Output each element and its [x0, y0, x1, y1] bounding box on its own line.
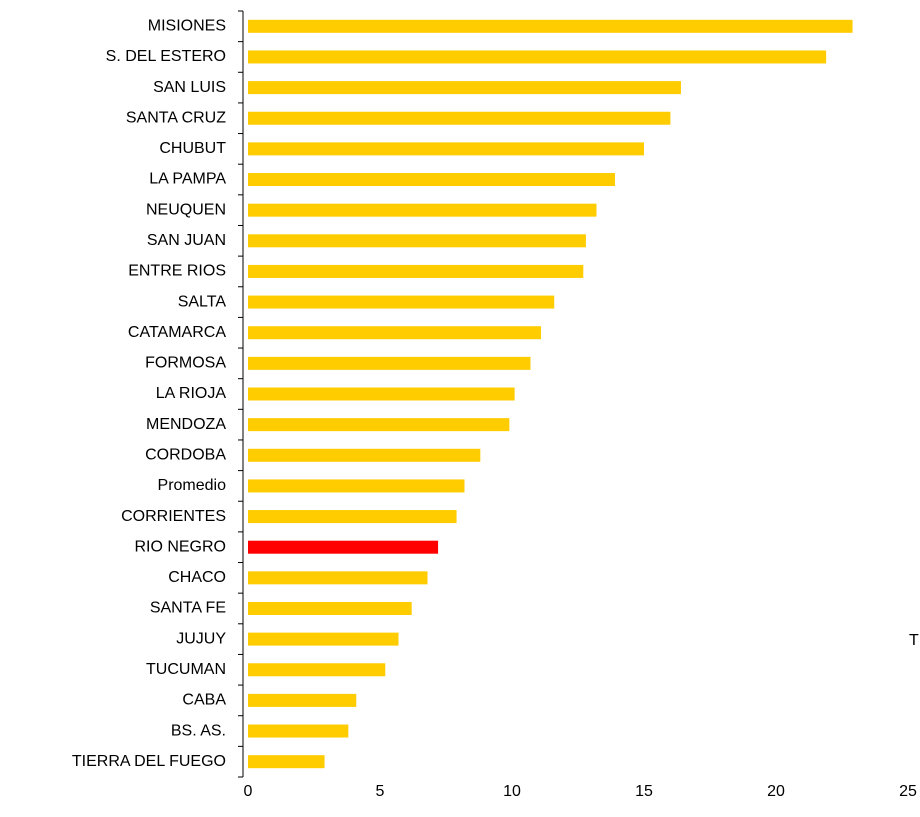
y-tick-label: CHUBUT — [159, 140, 226, 157]
x-tick-label: 10 — [503, 783, 521, 800]
y-tick-label: S. DEL ESTERO — [106, 48, 226, 65]
y-tick-label: JUJUY — [176, 630, 226, 647]
bar — [248, 142, 644, 156]
bar — [248, 724, 349, 738]
bar — [248, 510, 457, 524]
y-tick-label: TIERRA DEL FUEGO — [72, 753, 226, 770]
bar — [248, 173, 615, 187]
bar — [248, 448, 481, 462]
bar — [248, 50, 827, 64]
bar — [248, 693, 357, 707]
y-tick-label: MENDOZA — [146, 416, 226, 433]
y-tick-label: NEUQUEN — [146, 201, 226, 218]
bar — [248, 479, 465, 493]
x-tick-label: 25 — [899, 783, 917, 800]
bar — [248, 540, 439, 554]
y-tick-label: SALTA — [178, 293, 227, 310]
y-tick-label: MISIONES — [148, 18, 226, 35]
bar — [248, 326, 542, 340]
y-tick-label: CHACO — [168, 569, 226, 586]
y-tick-label: LA RIOJA — [156, 385, 227, 402]
x-tick-label: 15 — [635, 783, 653, 800]
bar — [248, 111, 671, 125]
x-tick-label: 20 — [767, 783, 785, 800]
x-tick-label: 5 — [376, 783, 385, 800]
bar — [248, 418, 510, 432]
y-tick-label: ENTRE RIOS — [128, 263, 226, 280]
y-tick-label: CORRIENTES — [121, 508, 226, 525]
y-tick-label: FORMOSA — [145, 355, 226, 372]
y-tick-label: Promedio — [158, 477, 227, 494]
y-tick-label: SAN LUIS — [153, 79, 226, 96]
bar — [248, 356, 531, 370]
bar — [248, 755, 325, 769]
bar — [248, 387, 515, 401]
y-tick-label: RIO NEGRO — [134, 538, 226, 555]
bar — [248, 264, 584, 278]
bar — [248, 203, 597, 217]
y-tick-label: SANTA CRUZ — [126, 109, 226, 126]
y-tick-label: LA PAMPA — [149, 171, 226, 188]
x-tick-label: 0 — [244, 783, 253, 800]
bar — [248, 632, 399, 646]
y-tick-label: BS. AS. — [171, 722, 226, 739]
y-tick-label: CATAMARCA — [128, 324, 226, 341]
bar — [248, 295, 555, 309]
y-tick-label: TUCUMAN — [146, 661, 226, 678]
annotation: T — [909, 632, 919, 649]
y-tick-label: CABA — [182, 692, 226, 709]
bar — [248, 19, 853, 33]
bar — [248, 663, 386, 677]
bar — [248, 571, 428, 585]
y-tick-label: CORDOBA — [145, 446, 226, 463]
bar — [248, 81, 681, 95]
bar — [248, 601, 412, 615]
y-tick-label: SANTA FE — [150, 600, 226, 617]
bar — [248, 234, 586, 248]
y-tick-label: SAN JUAN — [147, 232, 226, 249]
